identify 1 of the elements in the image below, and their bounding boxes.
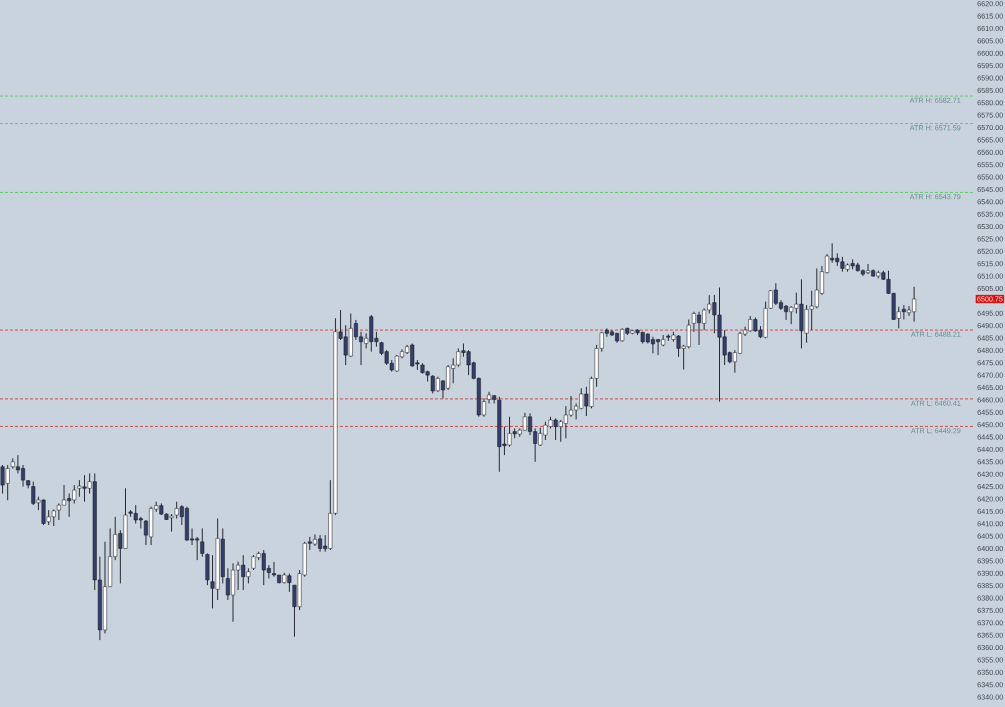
candlestick	[200, 527, 205, 558]
